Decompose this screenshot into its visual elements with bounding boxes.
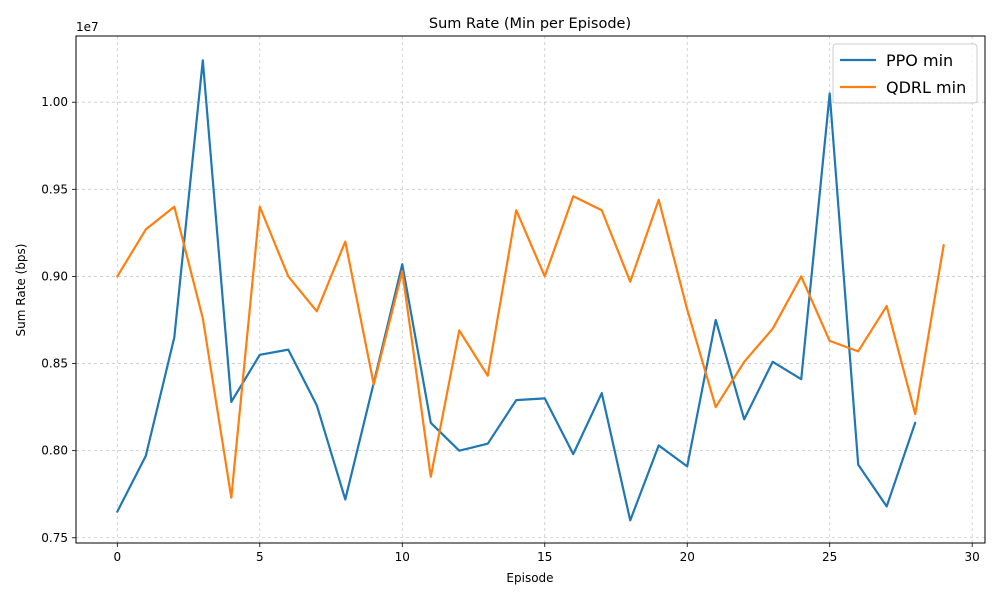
y-axis-label: Sum Rate (bps) — [14, 244, 28, 337]
legend-label-ppo: PPO min — [886, 51, 953, 70]
y-tick-label: 1.00 — [41, 95, 68, 109]
y-tick-label: 0.75 — [41, 531, 68, 545]
x-axis-label: Episode — [506, 571, 553, 585]
chart-title: Sum Rate (Min per Episode) — [429, 16, 631, 32]
x-tick-label: 0 — [113, 550, 121, 564]
y-offset-label: 1e7 — [76, 20, 99, 34]
y-tick-label: 0.85 — [41, 357, 68, 371]
series-lines — [116, 59, 945, 522]
legend: PPO min QDRL min — [832, 43, 978, 104]
x-tick-label: 5 — [256, 550, 264, 564]
x-tick-label: 30 — [965, 550, 980, 564]
y-tick-label: 0.80 — [41, 444, 68, 458]
x-axis-ticks: 0 5 10 15 20 25 30 — [113, 543, 980, 564]
plot-frame — [75, 35, 986, 544]
x-tick-label: 20 — [680, 550, 695, 564]
y-axis-ticks: 0.75 0.80 0.85 0.90 0.95 1.00 — [41, 95, 76, 545]
x-tick-label: 10 — [395, 550, 410, 564]
series-line-ppo — [116, 59, 917, 522]
y-tick-label: 0.90 — [41, 269, 68, 283]
x-tick-label: 15 — [537, 550, 552, 564]
x-tick-label: 25 — [822, 550, 837, 564]
legend-box — [832, 43, 978, 104]
y-tick-label: 0.95 — [41, 182, 68, 196]
legend-label-qdrl: QDRL min — [886, 78, 966, 97]
series-line-qdrl — [116, 195, 945, 499]
